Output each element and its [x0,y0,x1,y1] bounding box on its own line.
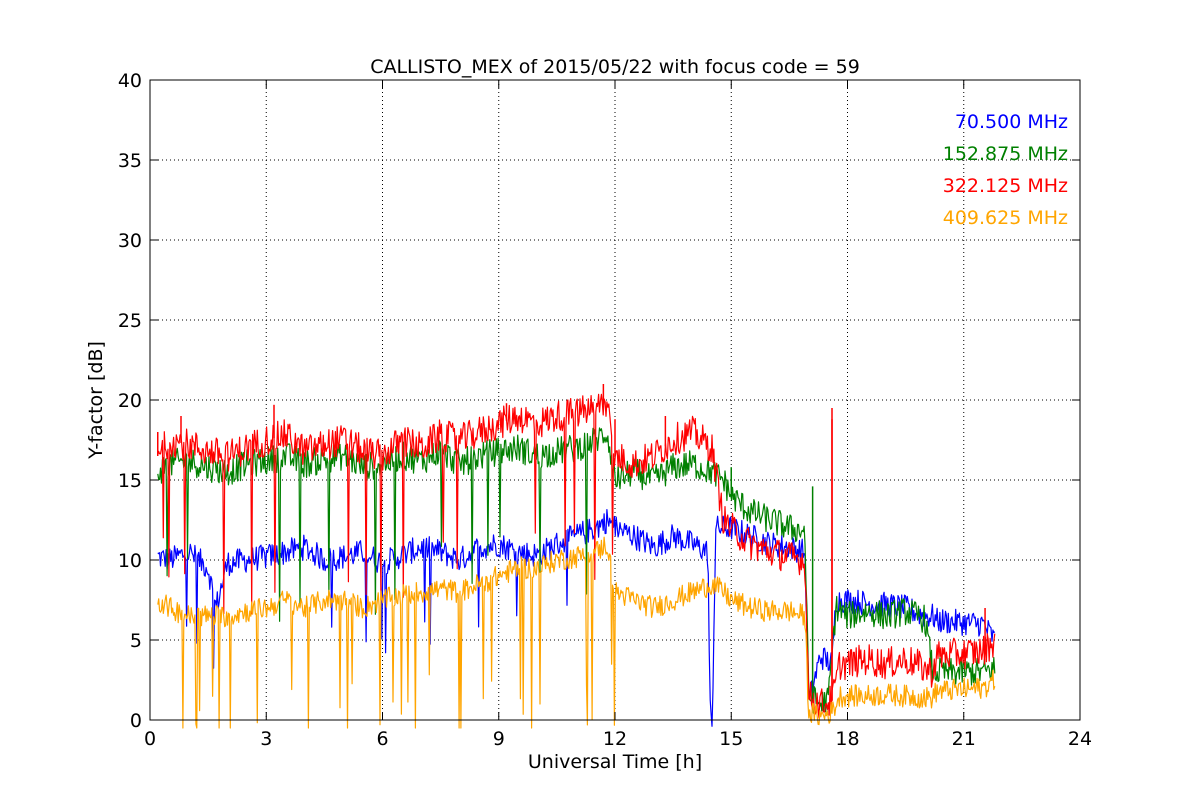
x-tick-label: 9 [493,728,505,750]
y-tick-label: 25 [118,310,142,332]
y-tick-label: 15 [118,470,142,492]
series-line [157,393,996,719]
y-axis-label: Y-factor [dB] [85,341,107,460]
series-layer [157,384,996,729]
y-tick-label: 0 [130,710,142,732]
legend-entry: 409.625 MHz [943,207,1068,229]
legend-entry: 322.125 MHz [943,175,1068,197]
chart-title: CALLISTO_MEX of 2015/05/22 with focus co… [370,56,860,78]
y-tick-label: 20 [118,390,142,412]
x-tick-label: 21 [952,728,976,750]
x-tick-label: 18 [835,728,859,750]
y-tick-label: 40 [118,70,142,92]
x-tick-label: 12 [603,728,627,750]
y-axis: 0 5 10 15 20 25 30 35 40 [118,70,1080,732]
series-line [157,536,996,729]
x-tick-label: 24 [1068,728,1092,750]
x-axis: 0 3 6 9 12 15 18 21 24 [144,80,1092,750]
legend-entry: 152.875 MHz [943,143,1068,165]
legend: 70.500 MHz 152.875 MHz 322.125 MHz 409.625 … [943,111,1068,229]
x-tick-label: 6 [376,728,388,750]
series-line [157,427,996,716]
legend-entry: 70.500 MHz [955,111,1068,133]
y-tick-label: 35 [118,150,142,172]
x-tick-label: 3 [260,728,272,750]
series-line [157,509,996,727]
y-tick-label: 30 [118,230,142,252]
x-tick-label: 0 [144,728,156,750]
x-axis-label: Universal Time [h] [528,751,702,773]
y-tick-label: 10 [118,550,142,572]
y-tick-label: 5 [130,630,142,652]
x-tick-label: 15 [719,728,743,750]
